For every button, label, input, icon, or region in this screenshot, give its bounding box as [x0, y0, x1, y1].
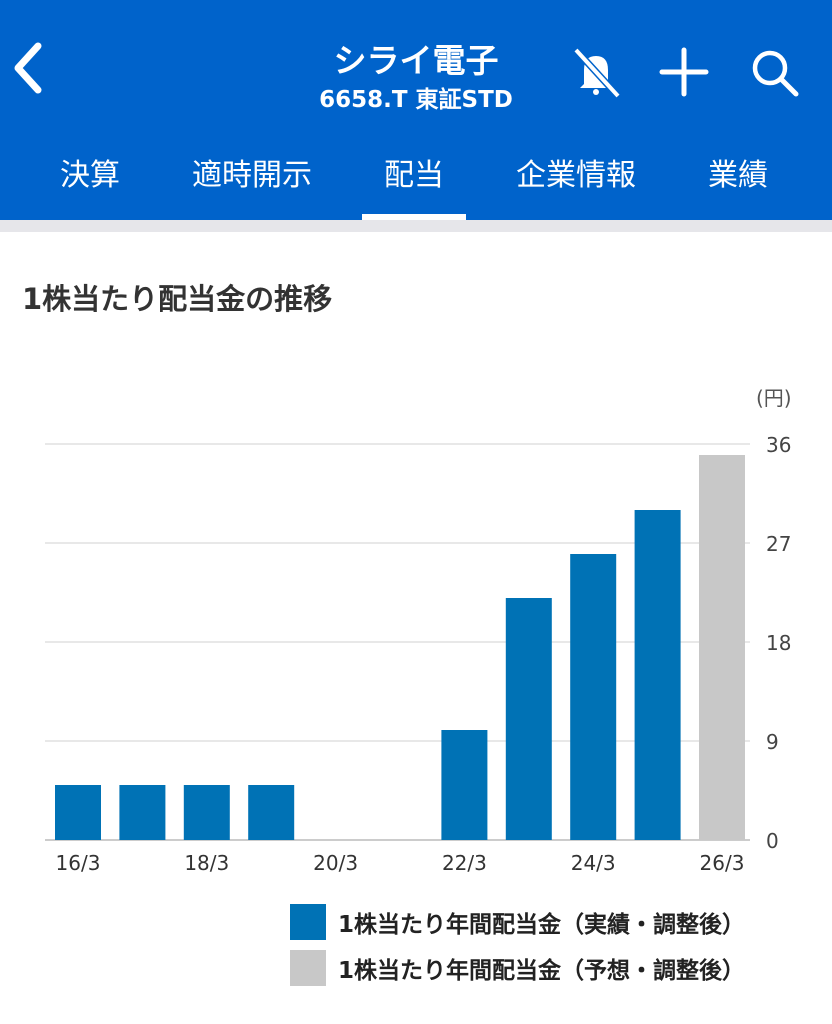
tab-dividends[interactable]: 配当 [384, 158, 444, 193]
bar-26/3 [699, 455, 745, 840]
search-icon[interactable] [746, 44, 802, 100]
bar-22/3 [441, 730, 488, 840]
legend-label-forecast: 1株当たり年間配当金（予想・調整後） [338, 958, 746, 984]
legend-swatch-actual [290, 904, 326, 940]
y-axis-unit: (円) [756, 386, 792, 410]
x-tick-label: 18/3 [184, 851, 229, 875]
tab-earnings[interactable]: 決算 [60, 158, 120, 193]
tab-bar: 決算 適時開示 配当 企業情報 業績 [0, 150, 832, 193]
legend-label-actual: 1株当たり年間配当金（実績・調整後） [338, 912, 746, 938]
section-title: 1株当たり配当金の推移 [22, 282, 333, 316]
dividend-chart: (円) 0 9 18 27 36 16/3 18/3 20/3 22/3 24/3 26/3 [45, 386, 792, 875]
y-tick-label: 27 [766, 532, 791, 556]
app-header: シライ電子 6658.T 東証STD 決算 適時開示 配当 企業情報 業績 [0, 0, 832, 220]
bar-16/3 [55, 785, 101, 840]
legend-item-actual: 1株当たり年間配当金（実績・調整後） [290, 904, 745, 940]
back-icon[interactable] [8, 38, 48, 98]
x-tick-label: 20/3 [313, 851, 358, 875]
tab-disclosures[interactable]: 適時開示 [192, 158, 312, 193]
x-tick-label: 24/3 [571, 851, 616, 875]
bar-24/3 [570, 554, 617, 840]
y-tick-label: 18 [766, 631, 791, 655]
x-tick-label: 22/3 [442, 851, 487, 875]
y-tick-label: 9 [766, 730, 779, 754]
x-tick-label: 16/3 [56, 851, 101, 875]
tab-company-info[interactable]: 企業情報 [516, 158, 636, 193]
add-icon[interactable] [656, 44, 712, 100]
bar-23/3 [505, 598, 552, 840]
x-tick-label: 26/3 [700, 851, 745, 875]
bell-off-icon[interactable] [568, 44, 624, 100]
legend-item-forecast: 1株当たり年間配当金（予想・調整後） [290, 950, 745, 986]
bar-18/3 [183, 785, 230, 840]
ticker-market: 6658.T 東証STD [319, 87, 513, 113]
y-tick-label: 36 [766, 433, 791, 457]
bar-17/3 [119, 785, 166, 840]
active-tab-indicator [362, 214, 466, 220]
bar-25/3 [634, 510, 681, 840]
y-tick-label: 0 [766, 829, 779, 853]
legend-swatch-forecast [290, 950, 326, 986]
company-name: シライ電子 [333, 41, 499, 80]
tab-performance[interactable]: 業績 [708, 158, 768, 193]
divider [0, 220, 832, 232]
bar-19/3 [248, 785, 295, 840]
